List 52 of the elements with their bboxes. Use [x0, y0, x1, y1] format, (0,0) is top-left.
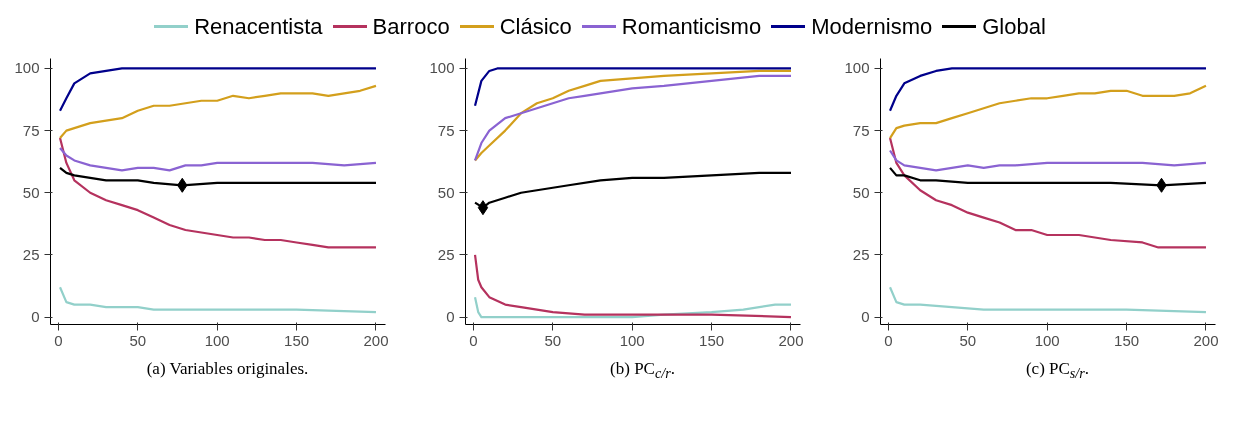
x-tick-label: 0 — [54, 331, 63, 349]
y-tick-label: 75 — [852, 121, 870, 139]
text: (b) PC$_{c/r}$. — [609, 358, 676, 384]
y-tick-label: 50 — [22, 183, 40, 201]
y-tick-label: 100 — [844, 59, 870, 77]
x-tick-label: 50 — [544, 331, 562, 349]
line-series — [58, 146, 378, 172]
y-tick-label: 50 — [852, 183, 870, 201]
line-series — [58, 67, 378, 112]
y-tick-label: 50 — [437, 183, 455, 201]
line-series — [888, 67, 1208, 112]
y-tick-label: 75 — [22, 121, 40, 139]
x-tick-label: 200 — [363, 331, 389, 349]
x-tick-label: 200 — [778, 331, 804, 349]
y-tick-label: 75 — [437, 121, 455, 139]
line-series — [473, 296, 793, 319]
legend-label: Renacentista — [193, 12, 323, 41]
y-tick-label: 25 — [852, 245, 870, 263]
y-tick-label: 0 — [861, 308, 870, 326]
line-series — [473, 253, 793, 319]
x-tick-label: 100 — [1034, 331, 1060, 349]
y-tick-label: 0 — [446, 308, 455, 326]
y-tick-label: 25 — [22, 245, 40, 263]
text: (c) PC$_{s/r}$. — [1024, 358, 1091, 384]
y-tick-label: 100 — [14, 59, 40, 77]
legend-label: Modernismo — [810, 12, 933, 41]
line-series — [473, 67, 793, 107]
x-tick-label: 50 — [129, 331, 147, 349]
x-tick-label: 150 — [284, 331, 310, 349]
legend-label: Clásico — [498, 12, 572, 41]
legend-label: Barroco — [371, 12, 450, 41]
line-series — [58, 286, 378, 314]
line-series — [888, 149, 1208, 172]
line-series — [58, 136, 378, 249]
y-tick-label: 0 — [31, 308, 40, 326]
legend-label: Romanticismo — [620, 12, 762, 41]
line-series — [888, 286, 1208, 314]
x-tick-label: 0 — [469, 331, 478, 349]
legend-label: Global — [981, 12, 1046, 41]
y-tick-label: 100 — [429, 59, 455, 77]
x-tick-label: 200 — [1193, 331, 1219, 349]
line-series — [888, 84, 1208, 140]
x-tick-label: 150 — [699, 331, 725, 349]
line-series — [888, 136, 1208, 249]
y-tick-label: 25 — [437, 245, 455, 263]
x-tick-label: 100 — [619, 331, 645, 349]
x-tick-label: 50 — [959, 331, 977, 349]
x-tick-label: 0 — [884, 331, 893, 349]
x-tick-label: 100 — [204, 331, 230, 349]
text: (a) Variables originales. — [145, 358, 310, 380]
x-tick-label: 150 — [1114, 331, 1140, 349]
line-series — [58, 84, 378, 140]
